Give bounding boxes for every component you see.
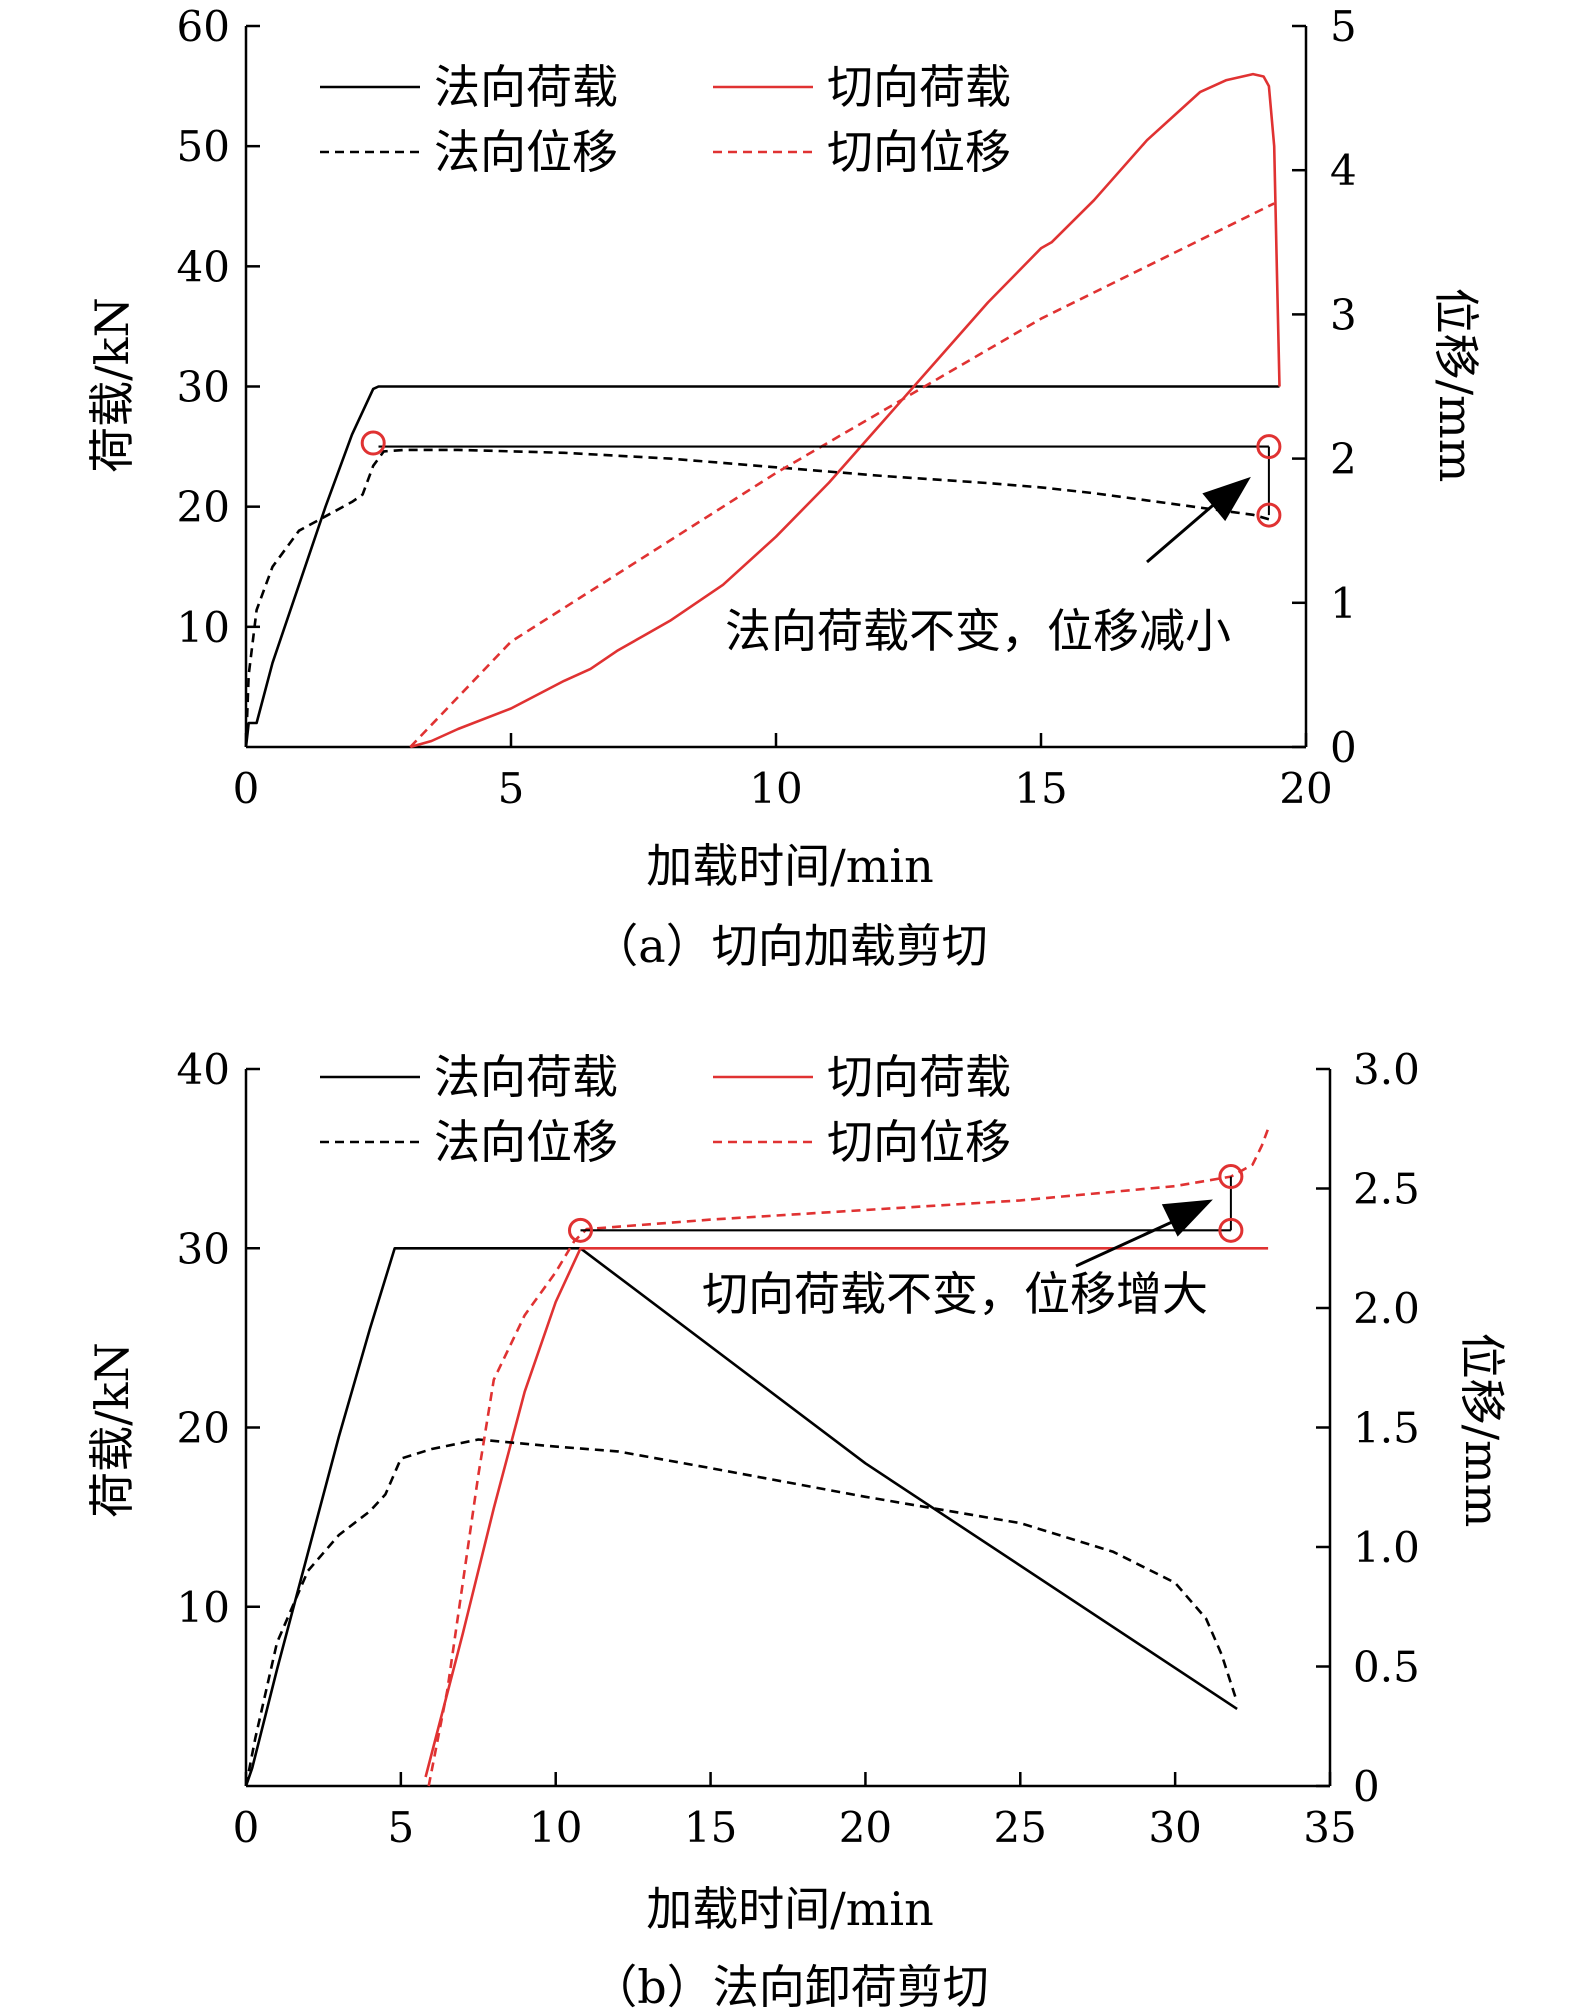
xlabel-b: 加载时间/min	[646, 1882, 933, 1936]
marker-circle	[567, 1217, 593, 1243]
series-line	[244, 1438, 1239, 1787]
y-tick-label-right: 1.5	[1353, 1404, 1420, 1453]
legend-label: 法向位移	[434, 125, 618, 179]
ylabel-left-a: 荷载/kN	[85, 297, 139, 473]
marker-circle	[360, 430, 386, 456]
y-tick-label-right: 1.0	[1353, 1523, 1420, 1572]
y-tick-label-right: 4	[1330, 146, 1357, 195]
series-line	[427, 1128, 1270, 1787]
y-tick-label-left: 40	[177, 1045, 230, 1094]
y-tick-label-right: 0	[1353, 1762, 1380, 1811]
x-tick-label: 0	[233, 764, 260, 813]
y-tick-label-left: 50	[177, 122, 230, 171]
x-tick-label: 30	[1148, 1803, 1201, 1852]
series-line	[244, 385, 1280, 748]
series-line	[244, 1247, 1238, 1787]
series-line	[244, 448, 1270, 748]
legend-label: 法向荷载	[434, 1050, 618, 1104]
marker-circle	[1218, 1164, 1244, 1190]
marker-circle	[1256, 434, 1282, 460]
x-tick-label: 10	[529, 1803, 582, 1852]
x-tick-label: 0	[233, 1803, 260, 1852]
x-tick-label: 35	[1303, 1803, 1356, 1852]
y-tick-label-right: 2	[1330, 435, 1357, 484]
ylabel-left-b: 荷载/kN	[85, 1342, 139, 1518]
y-tick-label-right: 5	[1330, 2, 1357, 51]
series-line	[424, 1247, 1269, 1778]
y-tick-label-left: 20	[177, 483, 230, 532]
annotation-arrow-head	[1161, 1199, 1213, 1237]
x-tick-label: 25	[994, 1803, 1047, 1852]
y-tick-label-right: 2.5	[1353, 1165, 1420, 1214]
y-tick-label-left: 60	[177, 2, 230, 51]
x-tick-label: 15	[1014, 764, 1067, 813]
annotation-b: 切向荷载不变，位移增大	[702, 1267, 1208, 1321]
legend-label: 切向荷载	[827, 1050, 1011, 1104]
x-tick-label: 5	[387, 1803, 414, 1852]
legend-label: 法向位移	[434, 1115, 618, 1169]
chart-panel-b: 荷载/kN 位移/mm 加载时间/min （b）法向卸荷剪切 切向荷载不变，位移…	[85, 1045, 1509, 2011]
y-tick-label-left: 40	[177, 242, 230, 291]
y-tick-label-left: 20	[177, 1404, 230, 1453]
series-line	[409, 202, 1275, 748]
y-tick-label-left: 10	[177, 1583, 230, 1632]
annotation-arrow-head	[1202, 476, 1251, 522]
y-tick-label-right: 0	[1330, 723, 1357, 772]
y-tick-label-right: 3.0	[1353, 1045, 1420, 1094]
x-tick-label: 15	[684, 1803, 737, 1852]
legend-label: 切向荷载	[827, 60, 1011, 114]
series-line	[409, 72, 1281, 749]
ylabel-right-b: 位移/mm	[1455, 1333, 1509, 1528]
x-tick-label: 10	[749, 764, 802, 813]
caption-b: （b）法向卸荷剪切	[591, 1960, 988, 2011]
caption-a: （a）切向加载剪切	[592, 919, 987, 973]
y-tick-label-right: 3	[1330, 290, 1357, 339]
annotation-a: 法向荷载不变，位移减小	[725, 604, 1231, 658]
y-tick-label-left: 30	[177, 363, 230, 412]
y-tick-label-right: 2.0	[1353, 1284, 1420, 1333]
x-tick-label: 20	[1279, 764, 1332, 813]
xlabel-a: 加载时间/min	[646, 839, 933, 893]
ylabel-right-a: 位移/mm	[1429, 288, 1483, 483]
legend-label: 切向位移	[827, 1115, 1011, 1169]
y-tick-label-right: 1	[1330, 579, 1357, 628]
chart-panel-a: 荷载/kN 位移/mm 加载时间/min （a）切向加载剪切 法向荷载不变，位移…	[85, 2, 1483, 973]
x-tick-label: 20	[839, 1803, 892, 1852]
x-tick-label: 5	[498, 764, 525, 813]
y-tick-label-right: 0.5	[1353, 1643, 1420, 1692]
marker-circle	[1256, 502, 1282, 528]
y-tick-label-left: 10	[177, 603, 230, 652]
y-tick-label-left: 30	[177, 1224, 230, 1273]
marker-circle	[1218, 1217, 1244, 1243]
legend-label: 法向荷载	[434, 60, 618, 114]
legend-label: 切向位移	[827, 125, 1011, 179]
